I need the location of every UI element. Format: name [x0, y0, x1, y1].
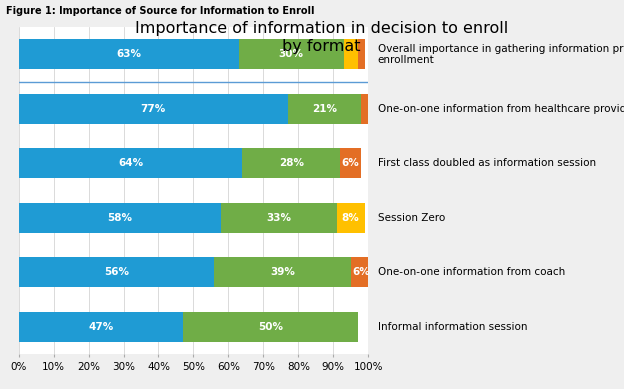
- Bar: [183, 312, 358, 342]
- Bar: [19, 203, 222, 233]
- Text: 28%: 28%: [279, 158, 304, 168]
- Bar: [19, 94, 288, 124]
- Text: One-on-one information from healthcare provider: One-on-one information from healthcare p…: [378, 104, 624, 114]
- Text: Session Zero: Session Zero: [378, 213, 445, 223]
- Text: 6%: 6%: [342, 158, 359, 168]
- Text: 64%: 64%: [118, 158, 143, 168]
- Text: Informal information session: Informal information session: [378, 322, 527, 332]
- Bar: [19, 258, 215, 287]
- Bar: [344, 40, 358, 70]
- Text: Importance of information in decision to enroll
by format: Importance of information in decision to…: [135, 21, 508, 54]
- Bar: [239, 40, 344, 70]
- Text: First class doubled as information session: First class doubled as information sessi…: [378, 158, 596, 168]
- Text: Figure 1: Importance of Source for Information to Enroll: Figure 1: Importance of Source for Infor…: [6, 6, 314, 16]
- Text: 33%: 33%: [266, 213, 291, 223]
- Bar: [340, 149, 361, 179]
- Text: 39%: 39%: [270, 267, 295, 277]
- Text: 58%: 58%: [107, 213, 132, 223]
- Text: 50%: 50%: [258, 322, 283, 332]
- Bar: [242, 149, 340, 179]
- Bar: [19, 40, 239, 70]
- Bar: [358, 40, 364, 70]
- Text: Overall importance in gathering information prior to
enrollment: Overall importance in gathering informat…: [378, 44, 624, 65]
- Bar: [19, 149, 242, 179]
- Bar: [222, 203, 337, 233]
- Text: 21%: 21%: [312, 104, 337, 114]
- Bar: [19, 312, 183, 342]
- Bar: [288, 94, 361, 124]
- Text: 56%: 56%: [104, 267, 129, 277]
- Text: 8%: 8%: [342, 213, 359, 223]
- Text: 30%: 30%: [279, 49, 304, 60]
- Bar: [337, 203, 364, 233]
- Bar: [351, 258, 372, 287]
- Bar: [361, 94, 368, 124]
- Text: 77%: 77%: [140, 104, 166, 114]
- Bar: [215, 258, 351, 287]
- Text: 63%: 63%: [116, 49, 141, 60]
- Text: 6%: 6%: [353, 267, 370, 277]
- Text: One-on-one information from coach: One-on-one information from coach: [378, 267, 565, 277]
- Text: 47%: 47%: [88, 322, 114, 332]
